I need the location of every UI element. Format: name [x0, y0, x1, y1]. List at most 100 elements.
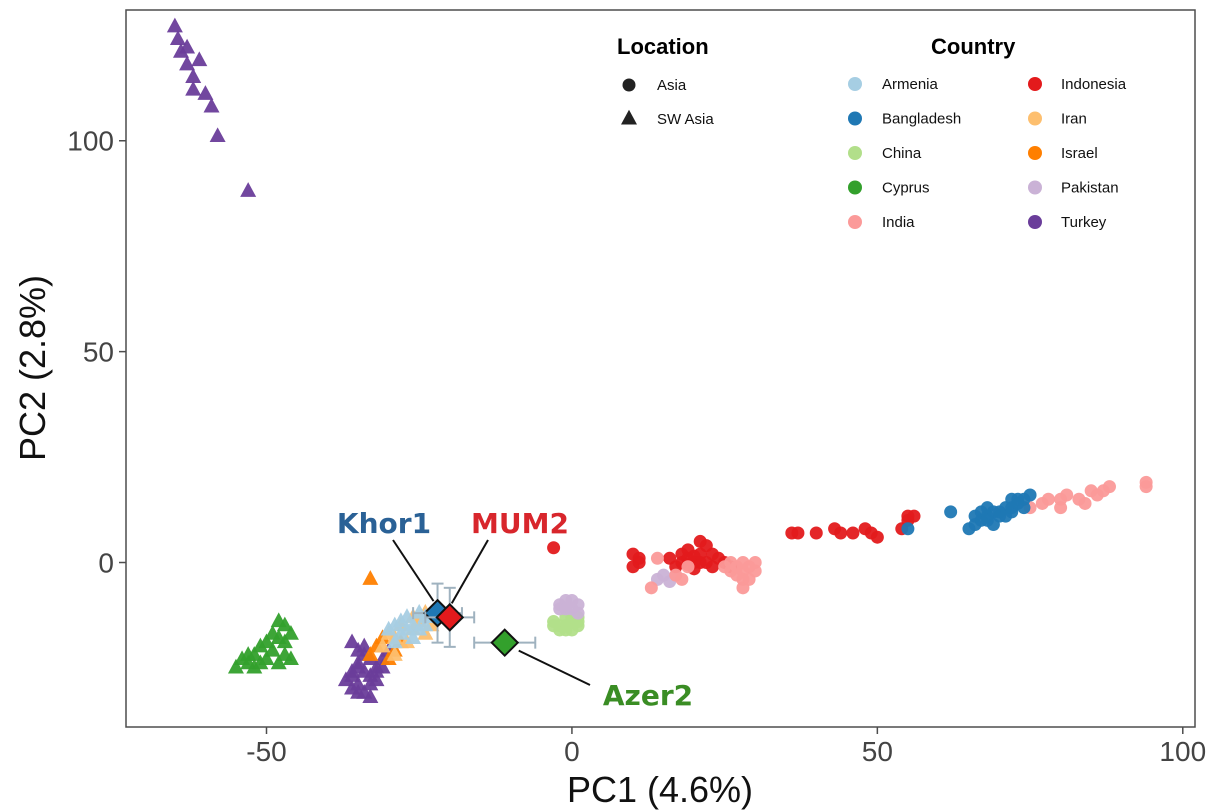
data-point: [386, 633, 403, 649]
legend-item-israel: Israel: [1028, 145, 1098, 162]
data-point: [681, 560, 695, 574]
legend-item-bangladesh: Bangladesh: [848, 111, 961, 128]
series-armenia: [380, 603, 440, 649]
legend-label: SW Asia: [657, 111, 714, 128]
data-point: [657, 568, 671, 582]
data-point: [809, 526, 823, 540]
data-point: [1023, 488, 1037, 502]
color-swatch-icon: [848, 215, 862, 229]
color-swatch-icon: [848, 111, 862, 126]
data-point: [374, 658, 391, 674]
country-legend: Country Armenia Bangladesh China Cyprus India…: [848, 34, 1127, 231]
x-tick-label: 0: [564, 736, 580, 767]
sample-label: Khor1: [337, 507, 431, 540]
legend-item-sw-asia: SW Asia: [621, 109, 714, 128]
data-point: [1017, 501, 1031, 515]
data-point: [1139, 480, 1153, 494]
series-bangladesh: [901, 488, 1037, 536]
color-swatch-icon: [1028, 146, 1042, 160]
triangle-icon: [621, 109, 637, 125]
x-tick-label: -50: [246, 736, 286, 767]
x-axis-title: PC1 (4.6%): [567, 769, 753, 810]
data-point: [944, 505, 958, 519]
data-point: [276, 646, 293, 661]
data-point: [264, 641, 281, 657]
data-point: [380, 620, 397, 636]
data-point: [547, 619, 561, 633]
x-tick-label: 50: [862, 736, 893, 767]
data-point: [169, 30, 186, 46]
legend-item-armenia: Armenia: [848, 76, 939, 93]
data-point: [258, 633, 275, 649]
legend-label: Bangladesh: [882, 111, 961, 128]
legend-title: Country: [931, 34, 1016, 59]
color-swatch-icon: [848, 180, 862, 195]
leader-line: [392, 539, 435, 602]
data-point: [748, 564, 762, 578]
data-point: [270, 654, 287, 670]
legend-label: India: [882, 214, 915, 231]
data-point: [870, 530, 884, 544]
legend-title: Location: [617, 34, 709, 59]
highlight-mum2: MUM2: [424, 507, 569, 648]
legend-item-cyprus: Cyprus: [848, 180, 930, 197]
legend-label: Pakistan: [1061, 180, 1119, 197]
data-point: [644, 581, 658, 595]
legend-item-india: India: [848, 214, 915, 231]
data-point: [411, 603, 428, 619]
sample-label: MUM2: [471, 507, 569, 540]
highlighted-samples: Khor1 MUM2 Azer2: [337, 507, 693, 712]
data-point: [374, 637, 391, 653]
data-point: [166, 17, 183, 33]
data-point: [675, 572, 689, 586]
plot-panel: [125, 9, 1196, 728]
data-points: [166, 17, 1153, 703]
data-point: [907, 509, 921, 523]
highlight-khor1: Khor1: [337, 507, 463, 644]
series-pakistan: [553, 568, 683, 620]
legend-item-indonesia: Indonesia: [1028, 76, 1127, 93]
data-point: [179, 55, 196, 71]
legend-item-china: China: [848, 145, 922, 162]
data-point: [1060, 488, 1074, 502]
legend-label: Asia: [657, 77, 687, 94]
data-point: [368, 671, 385, 687]
sample-label: Azer2: [603, 679, 693, 712]
data-point: [417, 616, 434, 632]
data-point: [209, 127, 226, 143]
data-point: [834, 526, 848, 540]
data-point: [980, 513, 994, 527]
sample-diamond-marker: [490, 628, 520, 658]
axes: -50 0 50 100 0 50 100: [67, 126, 1206, 767]
y-axis-title: PC2 (2.8%): [12, 275, 53, 461]
data-point: [571, 606, 585, 620]
data-point: [191, 51, 208, 67]
color-swatch-icon: [1028, 180, 1042, 195]
legend-label: Turkey: [1061, 214, 1107, 231]
data-point: [846, 526, 860, 540]
data-point: [350, 658, 367, 674]
color-swatch-icon: [1028, 111, 1042, 126]
color-swatch-icon: [848, 77, 862, 91]
data-point: [252, 654, 269, 670]
data-point: [547, 541, 561, 555]
y-tick-label: 50: [83, 337, 114, 368]
color-swatch-icon: [1028, 77, 1042, 91]
data-point: [632, 551, 646, 565]
legend-label: Armenia: [882, 76, 939, 93]
data-point: [264, 625, 281, 640]
data-point: [337, 671, 354, 687]
data-point: [227, 658, 244, 674]
data-point: [1078, 496, 1092, 510]
data-point: [203, 97, 220, 113]
data-point: [240, 646, 257, 661]
y-tick-label: 100: [67, 126, 114, 157]
data-point: [362, 688, 379, 703]
data-point: [1041, 492, 1055, 506]
legend-item-turkey: Turkey: [1028, 214, 1107, 231]
data-point: [398, 608, 415, 623]
data-point: [185, 80, 202, 96]
series-cyprus: [227, 612, 299, 674]
data-point: [1102, 480, 1116, 494]
